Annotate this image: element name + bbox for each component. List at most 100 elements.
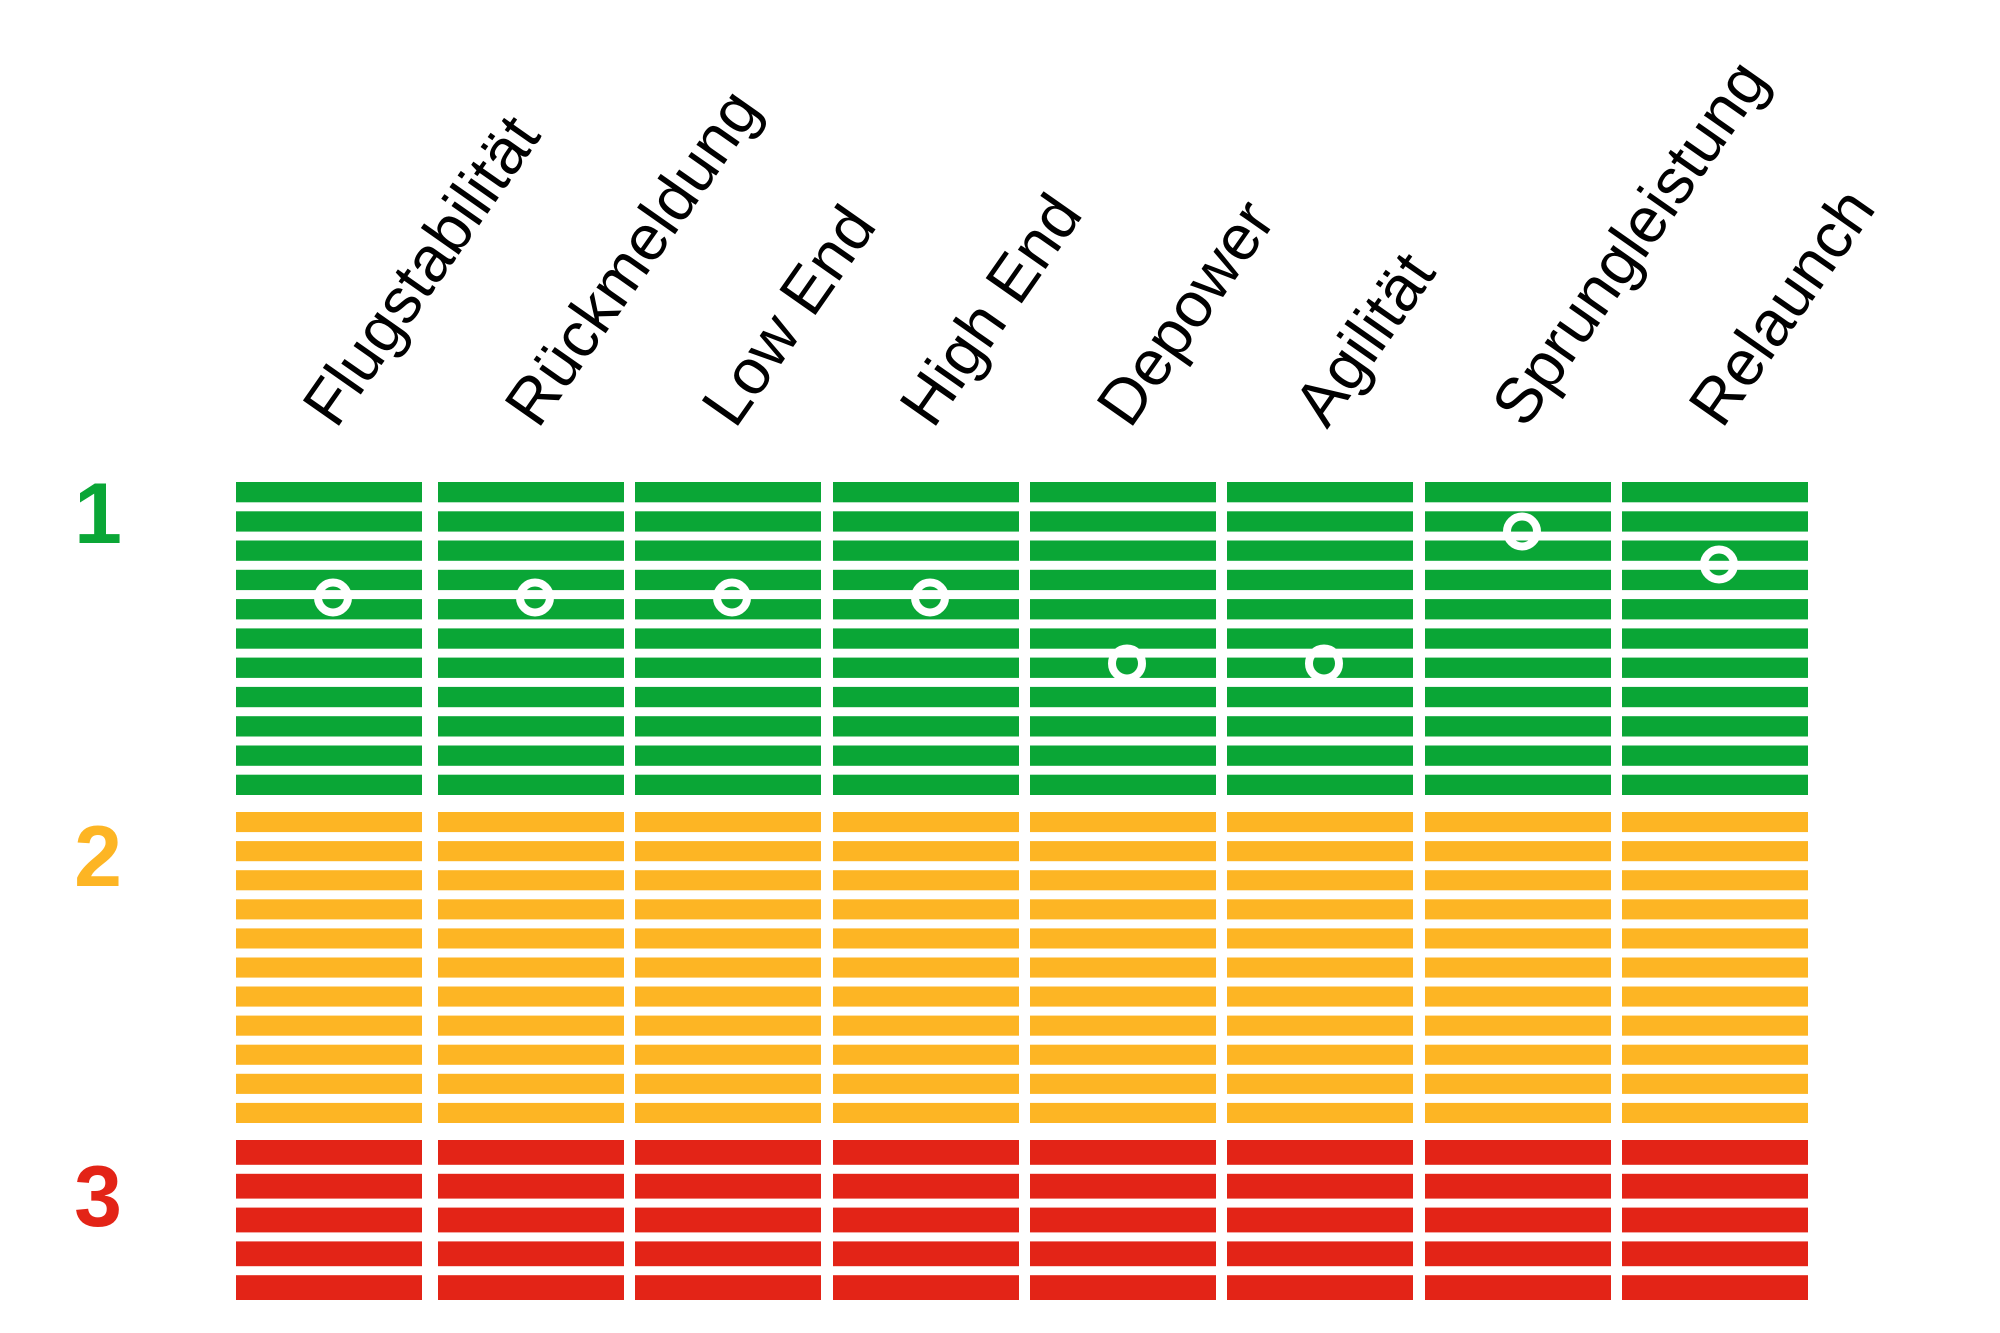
zone-stripe <box>833 716 1019 737</box>
zone-stripe <box>1425 1044 1611 1065</box>
zone-stripe <box>438 774 624 795</box>
zone-stripe <box>635 1140 821 1165</box>
zone-stripe <box>833 928 1019 949</box>
zone-stripe <box>438 1207 624 1233</box>
zone-stripe <box>833 1140 1019 1165</box>
zone-stripe <box>635 1275 821 1300</box>
zone-3-cell <box>1030 1140 1216 1300</box>
zone-stripe <box>635 870 821 891</box>
zone-stripe <box>1227 1140 1413 1165</box>
zone-stripe <box>1030 745 1216 766</box>
zone-stripe <box>1030 1241 1216 1267</box>
zone-stripe <box>236 745 422 766</box>
rating-marker <box>516 578 554 617</box>
zone-stripe <box>635 1207 821 1233</box>
zone-stripe <box>1030 1073 1216 1094</box>
zone-stripe <box>1227 482 1413 503</box>
zone-stripe <box>1425 745 1611 766</box>
zone-stripe <box>1622 899 1808 920</box>
zone-stripe <box>1030 986 1216 1007</box>
zone-stripe <box>438 686 624 708</box>
zone-stripe <box>1622 928 1808 949</box>
zone-stripe <box>1622 511 1808 532</box>
zone-stripe <box>1622 1173 1808 1199</box>
zone-stripe <box>1030 1102 1216 1123</box>
zone-stripe <box>236 1044 422 1065</box>
zone-stripe <box>1622 1015 1808 1036</box>
zone-stripe <box>438 870 624 891</box>
zone-stripe <box>1030 628 1216 649</box>
zone-stripe <box>1425 1140 1611 1165</box>
zone-stripe <box>236 1275 422 1300</box>
zone-stripe <box>1622 1241 1808 1267</box>
zone-stripe <box>635 986 821 1007</box>
zone-stripe <box>1227 1073 1413 1094</box>
zone-stripe <box>438 899 624 920</box>
zone-stripe <box>1622 1275 1808 1300</box>
zone-stripe <box>1227 569 1413 591</box>
zone-stripe <box>1227 511 1413 532</box>
zone-stripe <box>1425 482 1611 503</box>
zone-stripe <box>236 1173 422 1199</box>
zone-stripe <box>1425 986 1611 1007</box>
zone-1-cell <box>236 482 422 795</box>
rating-markers <box>314 512 1738 683</box>
zone-stripe <box>236 628 422 649</box>
zone-stripe <box>833 774 1019 795</box>
zone-stripe <box>1622 599 1808 620</box>
zone-stripe <box>236 1207 422 1233</box>
zone-stripe <box>833 1073 1019 1094</box>
zone-stripe <box>1622 745 1808 766</box>
zone-stripe <box>236 774 422 795</box>
zone-stripe <box>438 1140 624 1165</box>
zone-stripe <box>1227 899 1413 920</box>
zone-stripe <box>1425 841 1611 862</box>
zone-stripe <box>833 841 1019 862</box>
zone-stripe <box>833 511 1019 532</box>
zone-stripe <box>1622 1044 1808 1065</box>
zone-stripe <box>1425 569 1611 591</box>
zone-stripe <box>1622 986 1808 1007</box>
zone-stripe <box>635 745 821 766</box>
zone-stripe <box>1030 957 1216 978</box>
zone-stripe <box>1030 716 1216 737</box>
zone-stripe <box>833 745 1019 766</box>
zone-2-cell <box>1622 812 1808 1123</box>
zone-stripe <box>1425 928 1611 949</box>
zone-stripe <box>1622 686 1808 708</box>
rating-marker <box>1503 512 1541 551</box>
zone-stripe <box>833 1015 1019 1036</box>
zone-stripe <box>1030 686 1216 708</box>
zone-stripe <box>1030 599 1216 620</box>
zone-1-cell <box>438 482 624 795</box>
rating-marker <box>1305 644 1343 683</box>
zone-stripe <box>438 1102 624 1123</box>
zone-stripe <box>1622 870 1808 891</box>
zone-stripe <box>1622 1140 1808 1165</box>
zone-3-cell <box>1425 1140 1611 1300</box>
zone-stripe <box>236 986 422 1007</box>
zone-stripe <box>236 657 422 678</box>
zone-stripe <box>236 812 422 833</box>
zone-stripe <box>1030 569 1216 591</box>
zone-3-cell <box>1227 1140 1413 1300</box>
zone-stripe <box>635 899 821 920</box>
category-label: Agilität <box>1279 239 1448 438</box>
zone-stripe <box>1622 774 1808 795</box>
zone-stripe <box>635 511 821 532</box>
zone-stripe <box>1425 1241 1611 1267</box>
zone-stripe <box>438 716 624 737</box>
zone-stripe <box>833 899 1019 920</box>
zone-stripe <box>1227 928 1413 949</box>
zone-stripe <box>635 686 821 708</box>
zone-stripe <box>1030 657 1216 678</box>
zone-3-cell <box>635 1140 821 1300</box>
zone-2-cell <box>438 812 624 1123</box>
rating-marker <box>1108 644 1146 683</box>
zone-stripe <box>1227 774 1413 795</box>
zone-stripe <box>1030 899 1216 920</box>
zone-label: 3 <box>74 1149 122 1245</box>
zone-stripe <box>236 1241 422 1267</box>
zone-stripe <box>236 1102 422 1123</box>
